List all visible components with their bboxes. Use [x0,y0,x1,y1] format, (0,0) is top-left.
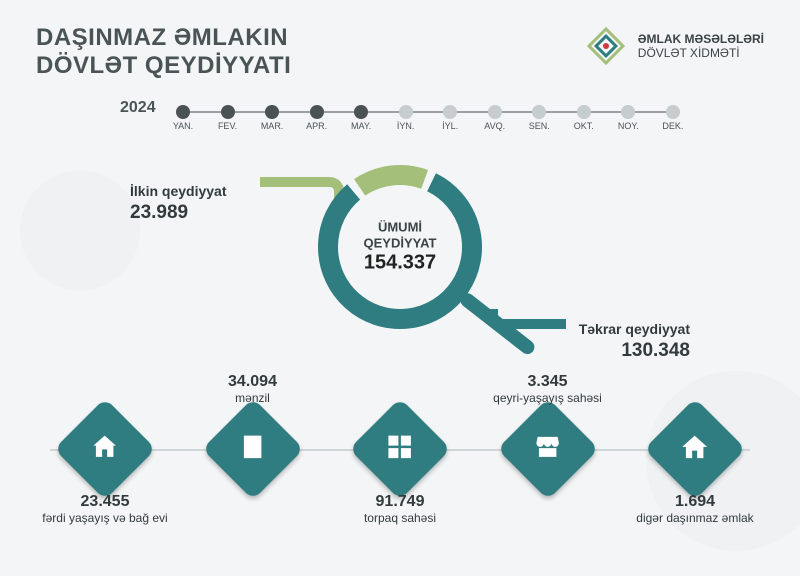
category-label: 34.094mənzil [183,373,323,405]
donut-center-label: ÜMUMİ QEYDİYYAT [355,220,445,251]
timeline-month-label: APR. [306,121,327,131]
infographic-card: DAŞINMAZ ƏMLAKIN DÖVLƏT QEYDİYYATI ƏMLAK… [0,0,800,576]
category-land: 91.749torpaq sahəsi [335,379,465,529]
donut-center: ÜMUMİ QEYDİYYAT 154.337 [355,220,445,275]
category-value: 3.345 [478,373,618,391]
repeat-label-text: Təkrar qeydiyyat [579,321,690,339]
initial-label-value: 23.989 [130,201,226,225]
category-label: 91.749torpaq sahəsi [330,493,470,525]
page-title: DAŞINMAZ ƏMLAKIN DÖVLƏT QEYDİYYATI [36,24,291,79]
category-diamond [202,398,304,500]
org-line-2: DÖVLƏT XİDMƏTİ [638,46,764,60]
connector-right [488,309,566,329]
category-diamond [644,398,746,500]
timeline-dot: SEN. [532,105,546,119]
timeline-year: 2024 [120,99,156,117]
building-icon [238,432,268,467]
timeline-month-label: NOY. [618,121,639,131]
category-text: fərdi yaşayış və bağ evi [35,512,175,526]
timeline-dot: DEK. [666,105,680,119]
timeline-month-label: İYN. [397,121,415,131]
donut-area: İlkin qeydiyyat 23.989 ÜMUMİ QEYDİYYAT 1… [0,149,800,379]
timeline-month-label: İYL. [442,121,458,131]
timeline-dot: İYL. [443,105,457,119]
category-label: 3.345qeyri-yaşayış sahəsi [478,373,618,405]
category-diamond [497,398,599,500]
timeline-month-label: FEV. [218,121,237,131]
timeline-month-label: MAY. [351,121,371,131]
category-text: digər daşınmaz əmlak [625,512,765,526]
home-icon [680,432,710,467]
timeline-dot: AVQ. [488,105,502,119]
timeline-dot: MAR. [265,105,279,119]
timeline-month-label: YAN. [173,121,193,131]
house-icon [90,432,120,467]
initial-label-text: İlkin qeydiyyat [130,183,226,201]
title-line-1: DAŞINMAZ ƏMLAKIN [36,24,291,52]
org-logo-icon [584,24,628,68]
timeline: 2024 YAN. FEV. MAR. APR. MAY. İYN. İYL. AVQ. SEN… [120,101,680,143]
category-diamond [349,398,451,500]
timeline-month-label: DEK. [662,121,683,131]
category-diamond [54,398,156,500]
category-label: 23.455fərdi yaşayış və bağ evi [35,493,175,525]
categories: 23.455fərdi yaşayış və bağ evi34.094mənz… [0,379,800,529]
category-value: 91.749 [330,493,470,511]
categories-wrap: 23.455fərdi yaşayış və bağ evi34.094mənz… [40,379,760,529]
timeline-dot: NOY. [621,105,635,119]
category-apart: 34.094mənzil [188,379,318,529]
category-other: 1.694digər daşınmaz əmlak [630,379,760,529]
timeline-dot: İYN. [399,105,413,119]
shop-icon [533,432,563,467]
category-house: 23.455fərdi yaşayış və bağ evi [40,379,170,529]
initial-registration-label: İlkin qeydiyyat 23.989 [130,183,226,224]
timeline-dot: MAY. [354,105,368,119]
timeline-month-label: OKT. [574,121,594,131]
category-text: qeyri-yaşayış sahəsi [478,392,618,406]
title-line-2: DÖVLƏT QEYDİYYATI [36,52,291,80]
timeline-dot: FEV. [221,105,235,119]
category-nonres: 3.345qeyri-yaşayış sahəsi [483,379,613,529]
timeline-month-label: MAR. [261,121,284,131]
timeline-month-label: AVQ. [484,121,505,131]
timeline-dots: YAN. FEV. MAR. APR. MAY. İYN. İYL. AVQ. SEN. OKT.… [176,105,680,119]
category-text: torpaq sahəsi [330,512,470,526]
donut-center-value: 154.337 [355,251,445,275]
org-line-1: ƏMLAK MƏSƏLƏLƏRİ [638,32,764,46]
land-icon [385,432,415,467]
org-block: ƏMLAK MƏSƏLƏLƏRİ DÖVLƏT XİDMƏTİ [584,24,764,68]
org-text: ƏMLAK MƏSƏLƏLƏRİ DÖVLƏT XİDMƏTİ [638,32,764,61]
timeline-dot: APR. [310,105,324,119]
repeat-registration-label: Təkrar qeydiyyat 130.348 [579,321,690,362]
category-value: 34.094 [183,373,323,391]
category-value: 23.455 [35,493,175,511]
category-text: mənzil [183,392,323,406]
repeat-label-value: 130.348 [579,339,690,363]
timeline-dot: YAN. [176,105,190,119]
timeline-month-label: SEN. [529,121,550,131]
donut-chart: ÜMUMİ QEYDİYYAT 154.337 [310,157,490,337]
header: DAŞINMAZ ƏMLAKIN DÖVLƏT QEYDİYYATI ƏMLAK… [0,0,800,89]
category-label: 1.694digər daşınmaz əmlak [625,493,765,525]
category-value: 1.694 [625,493,765,511]
timeline-dot: OKT. [577,105,591,119]
